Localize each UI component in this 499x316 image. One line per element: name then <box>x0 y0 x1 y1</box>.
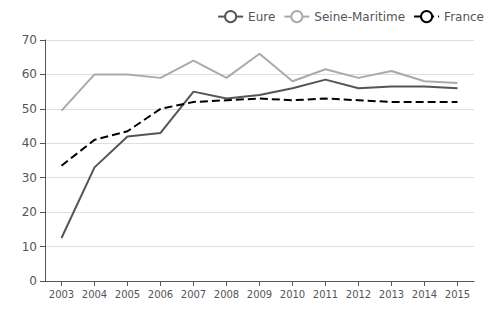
svg-text:70: 70 <box>22 33 37 47</box>
svg-text:2012: 2012 <box>346 289 371 300</box>
svg-text:France: France <box>444 10 484 24</box>
svg-text:2004: 2004 <box>82 289 107 300</box>
svg-text:2003: 2003 <box>49 289 74 300</box>
svg-text:50: 50 <box>22 102 37 116</box>
svg-text:2009: 2009 <box>247 289 272 300</box>
svg-text:0: 0 <box>29 274 37 288</box>
svg-text:2014: 2014 <box>412 289 437 300</box>
svg-text:10: 10 <box>22 240 37 254</box>
svg-text:60: 60 <box>22 67 37 81</box>
svg-text:2015: 2015 <box>445 289 470 300</box>
svg-text:40: 40 <box>22 136 37 150</box>
svg-text:2010: 2010 <box>280 289 305 300</box>
svg-text:2007: 2007 <box>181 289 206 300</box>
svg-text:Eure: Eure <box>248 10 275 24</box>
svg-text:2006: 2006 <box>148 289 173 300</box>
svg-text:2011: 2011 <box>313 289 338 300</box>
svg-text:2008: 2008 <box>214 289 239 300</box>
svg-text:Seine-Maritime: Seine-Maritime <box>314 10 405 24</box>
svg-text:2005: 2005 <box>115 289 140 300</box>
svg-text:2013: 2013 <box>379 289 404 300</box>
svg-text:20: 20 <box>22 205 37 219</box>
svg-text:30: 30 <box>22 171 37 185</box>
